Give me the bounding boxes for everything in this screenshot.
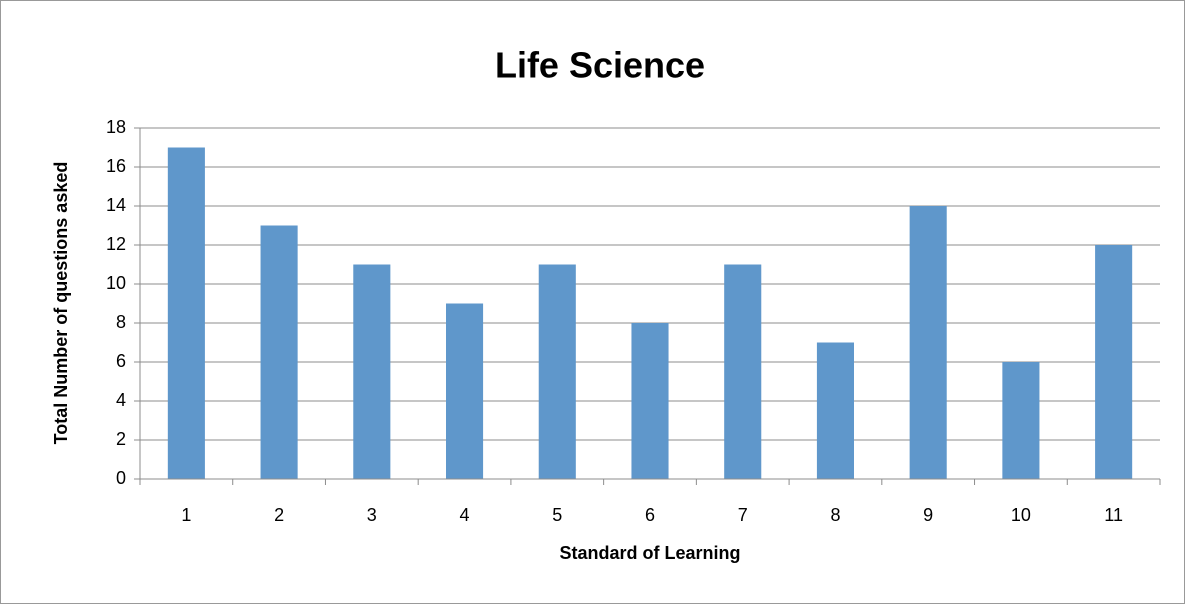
x-tick-label: 10 (1011, 505, 1031, 525)
x-axis-title: Standard of Learning (559, 543, 740, 563)
y-tick-label: 2 (116, 429, 126, 449)
y-tick-label: 0 (116, 468, 126, 488)
x-tick-label: 9 (923, 505, 933, 525)
bar (1095, 245, 1133, 479)
y-tick-label: 18 (106, 117, 126, 137)
bar (446, 303, 484, 479)
y-tick-label: 12 (106, 234, 126, 254)
y-tick-label: 16 (106, 156, 126, 176)
bar (538, 264, 576, 479)
y-axis-title: Total Number of questions asked (51, 162, 71, 445)
chart-title: Life Science (495, 45, 705, 86)
bar (167, 147, 205, 479)
y-tick-label: 14 (106, 195, 126, 215)
x-tick-label: 2 (274, 505, 284, 525)
y-tick-label: 10 (106, 273, 126, 293)
x-tick-label: 1 (181, 505, 191, 525)
bar (724, 264, 762, 479)
x-tick-label: 5 (552, 505, 562, 525)
bar (353, 264, 391, 479)
y-tick-label: 6 (116, 351, 126, 371)
y-tick-label: 4 (116, 390, 126, 410)
x-tick-label: 3 (367, 505, 377, 525)
bar (631, 323, 669, 479)
x-tick-label: 6 (645, 505, 655, 525)
x-tick-label: 4 (460, 505, 470, 525)
x-tick-label: 11 (1104, 505, 1123, 525)
x-tick-label: 7 (738, 505, 748, 525)
bar (260, 225, 298, 479)
bar (1002, 362, 1040, 479)
x-tick-label: 8 (830, 505, 840, 525)
y-tick-label: 8 (116, 312, 126, 332)
bar (909, 206, 947, 479)
bar (816, 342, 854, 479)
